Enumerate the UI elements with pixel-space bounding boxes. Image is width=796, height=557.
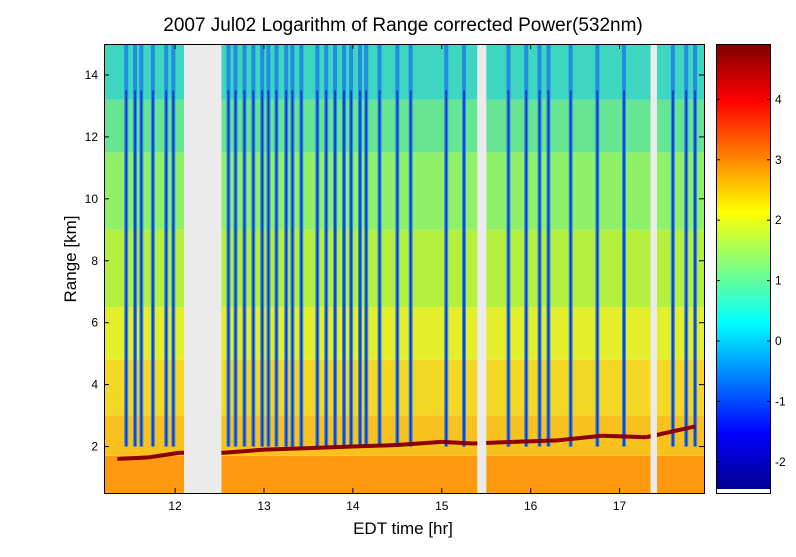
cloud-core-21 bbox=[359, 90, 361, 447]
cloud-core-36 bbox=[685, 90, 688, 447]
cloud-core-18 bbox=[334, 90, 336, 447]
cloud-core-5 bbox=[172, 90, 175, 447]
cloud-core-24 bbox=[396, 90, 399, 447]
x-tick-label-14: 14 bbox=[346, 499, 360, 513]
cloud-core-17 bbox=[325, 90, 328, 447]
cloud-core-29 bbox=[525, 90, 528, 447]
y-tick-label-6: 6 bbox=[91, 316, 98, 330]
x-tick-label-12: 12 bbox=[168, 499, 182, 513]
cloud-core-34 bbox=[623, 90, 625, 447]
y-tick-label-8: 8 bbox=[91, 254, 98, 268]
x-tick-label-13: 13 bbox=[257, 499, 271, 513]
boundary-layer-segment-7 bbox=[397, 439, 442, 447]
colorbar-tick-label--1: -1 bbox=[775, 394, 786, 408]
data-gap-overlay-2 bbox=[650, 44, 657, 493]
colorbar-ticks: -2 -1 0 1 2 3 4 bbox=[716, 92, 786, 469]
heatmap-boundary-layer bbox=[117, 44, 696, 493]
cloud-core-10 bbox=[261, 90, 264, 447]
data-gap-overlay-1 bbox=[477, 44, 487, 493]
cloud-core-19 bbox=[343, 90, 345, 447]
cloud-core-25 bbox=[409, 90, 412, 447]
y-tick-label-10: 10 bbox=[85, 192, 99, 206]
plot-frame bbox=[104, 44, 705, 494]
cloud-core-15 bbox=[300, 90, 303, 447]
chart-title: 2007 Jul02 Logarithm of Range corrected … bbox=[163, 15, 643, 36]
cloud-core-2 bbox=[140, 90, 143, 447]
boundary-layer-segment-1 bbox=[148, 450, 180, 460]
cloud-core-4 bbox=[165, 90, 168, 447]
y-tick-label-14: 14 bbox=[85, 68, 99, 82]
y-tick-label-12: 12 bbox=[85, 130, 99, 144]
cloud-core-12 bbox=[275, 90, 278, 447]
cloud-core-13 bbox=[285, 90, 288, 447]
cloud-core-20 bbox=[350, 90, 352, 447]
x-axis-label: EDT time [hr] bbox=[353, 519, 453, 538]
cloud-core-28 bbox=[507, 90, 510, 447]
cloud-core-23 bbox=[378, 90, 381, 447]
boundary-layer-segment-5 bbox=[308, 444, 353, 451]
x-axis-ticks: 12 13 14 15 16 17 bbox=[168, 44, 627, 513]
colorbar-tick-label-0: 0 bbox=[775, 334, 782, 348]
colorbar-tick-label--2: -2 bbox=[775, 455, 786, 469]
cloud-core-33 bbox=[596, 90, 599, 447]
colorbar-tick-label-2: 2 bbox=[775, 213, 782, 227]
boundary-layer-segment-3 bbox=[223, 447, 265, 455]
cloud-core-1 bbox=[134, 90, 136, 447]
boundary-layer-segment-10 bbox=[512, 438, 558, 444]
cloud-core-6 bbox=[227, 90, 230, 447]
cloud-core-16 bbox=[316, 90, 319, 447]
cloud-core-8 bbox=[243, 90, 246, 447]
cloud-core-26 bbox=[445, 90, 448, 447]
boundary-layer-segment-0 bbox=[117, 455, 149, 461]
cloud-core-14 bbox=[291, 90, 294, 447]
cloud-core-7 bbox=[234, 90, 237, 447]
cloud-core-27 bbox=[463, 90, 465, 447]
cloud-core-9 bbox=[252, 90, 255, 447]
y-axis-ticks: 2 4 6 8 10 12 14 bbox=[85, 68, 704, 454]
x-tick-label-15: 15 bbox=[435, 499, 449, 513]
cloud-core-35 bbox=[672, 90, 674, 447]
cloud-core-11 bbox=[267, 90, 270, 447]
cloud-core-31 bbox=[547, 90, 550, 447]
x-tick-label-17: 17 bbox=[613, 499, 627, 513]
x-tick-label-16: 16 bbox=[524, 499, 538, 513]
heatmap-columns bbox=[124, 44, 698, 447]
cloud-core-3 bbox=[152, 90, 154, 447]
cloud-core-32 bbox=[569, 90, 572, 447]
y-tick-label-4: 4 bbox=[91, 378, 98, 392]
colorbar-frame bbox=[716, 44, 771, 494]
heatmap-plot-area bbox=[104, 44, 704, 493]
boundary-layer-segment-12 bbox=[601, 433, 647, 440]
boundary-layer-segment-11 bbox=[557, 433, 602, 443]
boundary-layer-segment-6 bbox=[352, 443, 398, 449]
colorbar bbox=[716, 45, 771, 489]
boundary-layer-segment-4 bbox=[263, 446, 309, 452]
cloud-core-0 bbox=[125, 90, 128, 447]
cloud-core-30 bbox=[538, 90, 541, 447]
colorbar-tick-label-3: 3 bbox=[775, 153, 782, 167]
cloud-core-22 bbox=[365, 90, 368, 447]
colorbar-tick-label-4: 4 bbox=[775, 92, 782, 106]
colorbar-tick-label-1: 1 bbox=[775, 274, 782, 288]
y-tick-label-2: 2 bbox=[91, 440, 98, 454]
y-axis-label: Range [km] bbox=[61, 216, 80, 303]
cloud-core-37 bbox=[694, 90, 696, 447]
boundary-layer-segment-8 bbox=[441, 439, 473, 446]
data-gap-overlay-0 bbox=[184, 44, 222, 493]
